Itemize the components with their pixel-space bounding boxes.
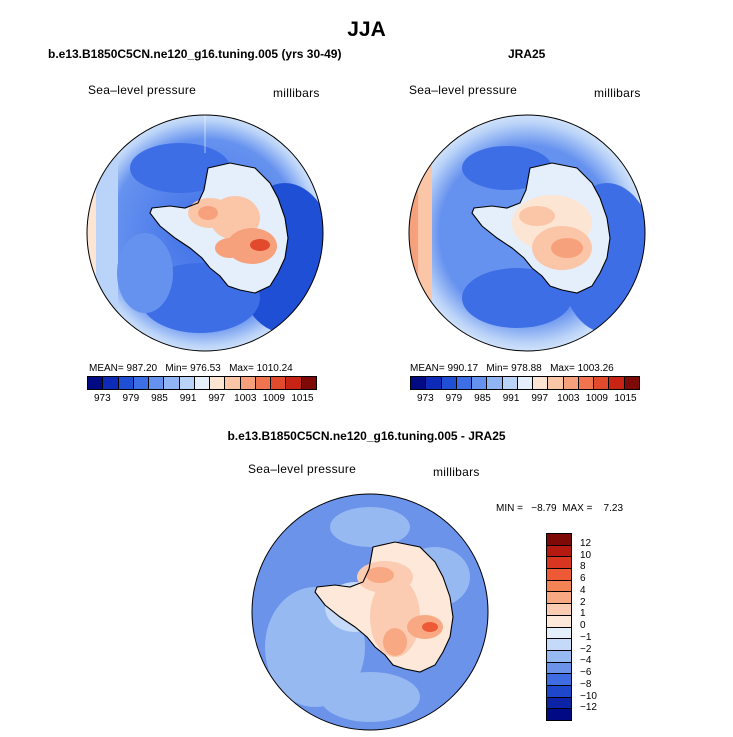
units-label-diff: millibars (433, 465, 480, 479)
colorbar-obs-swatch (487, 377, 503, 389)
colorbar-model-tick-label: 973 (93, 393, 111, 404)
colorbar-diff-swatch (547, 674, 571, 686)
colorbar-diff-tick-label: −6 (580, 667, 592, 678)
colorbar-model-swatch (194, 377, 211, 389)
colorbar-diff-tick-label: 0 (580, 620, 586, 631)
colorbar-obs-swatch (502, 377, 518, 389)
colorbar-model-swatch (240, 377, 256, 389)
colorbar-obs-swatch (426, 377, 442, 389)
colorbar-diff-tick-label: −4 (580, 655, 592, 667)
colorbar-diff-swatch (547, 569, 571, 581)
colorbar-model-swatch (301, 377, 316, 389)
colorbar-model-swatch (149, 377, 165, 389)
colorbar-diff-swatch (547, 534, 571, 546)
colorbar-diff-swatch (547, 592, 571, 605)
colorbar-obs-swatch (594, 377, 610, 389)
colorbar-obs-tick-label: 1003 (557, 393, 580, 404)
panel-title-diff: b.e13.B1850C5CN.ne120_g16.tuning.005 - J… (227, 429, 506, 443)
colorbar-obs-tick-label: 985 (474, 393, 491, 404)
colorbar-ticks-diff: 12 10 8 6 4 2 1 0 −1 −2 −4 −6 −8 −10 −12 (580, 533, 610, 721)
colorbar-diff-tick-label: −1 (580, 631, 592, 643)
colorbar-diff-swatch (547, 580, 571, 593)
colorbar-model-tick-label: 1015 (291, 393, 314, 404)
colorbar-obs-swatch (548, 377, 564, 389)
colorbar-diff-tick-label: −8 (580, 678, 592, 690)
colorbar-model-swatch (179, 377, 195, 389)
colorbar-model-swatch (133, 377, 150, 389)
colorbar-model-swatch (118, 377, 134, 389)
colorbar-model-tick-label: 985 (151, 393, 168, 404)
colorbar-obs (410, 376, 640, 390)
colorbar-diff-tick-label: 10 (580, 549, 592, 561)
colorbar-diff-swatch (547, 709, 571, 720)
colorbar-obs-swatch (472, 377, 488, 389)
colorbar-model-tick-label: 1009 (262, 393, 285, 404)
colorbar-diff-swatch (547, 627, 571, 640)
colorbar-diff-tick-label: 12 (580, 537, 592, 549)
page-title: JJA (347, 18, 386, 41)
colorbar-model-swatch (210, 377, 226, 389)
stats-obs: MEAN= 990.17 Min= 978.88 Max= 1003.26 (410, 363, 614, 374)
variable-label-diff: Sea–level pressure (248, 462, 357, 476)
colorbar-obs-tick-label: 997 (531, 393, 549, 404)
colorbar-diff-swatch (547, 615, 571, 628)
colorbar-diff-swatch (547, 557, 571, 570)
colorbar-obs-swatch (609, 377, 625, 389)
colorbar-model-swatch (271, 377, 287, 389)
polar-map-obs (408, 114, 646, 352)
colorbar-diff-swatch (547, 545, 571, 558)
colorbar-model-swatch (103, 377, 119, 389)
colorbar-diff-tick-label: −10 (580, 690, 597, 702)
colorbar-obs-swatch (563, 377, 579, 389)
colorbar-diff-swatch (547, 685, 571, 698)
colorbar-diff-swatch (547, 697, 571, 710)
colorbar-obs-tick-label: 1009 (585, 393, 608, 404)
colorbar-ticks-obs: 973 979 985 991 997 1003 1009 1015 (411, 393, 640, 404)
colorbar-obs-swatch (456, 377, 473, 389)
stats-diff: MIN = −8.79 MAX = 7.23 (496, 503, 624, 514)
colorbar-model-swatch (286, 377, 302, 389)
colorbar-diff-tick-label: −2 (580, 643, 592, 655)
colorbar-model-tick-label: 979 (122, 393, 140, 404)
colorbar-obs-tick-label: 991 (502, 393, 520, 404)
units-label-obs: millibars (594, 86, 641, 100)
variable-label-obs: Sea–level pressure (409, 83, 518, 97)
colorbar-obs-swatch (411, 377, 427, 389)
colorbar-obs-swatch (441, 377, 457, 389)
colorbar-model-tick-label: 1003 (234, 393, 257, 404)
colorbar-diff-tick-label: 6 (580, 573, 586, 584)
panel-title-obs: JRA25 (508, 47, 546, 61)
colorbar-model (87, 376, 317, 390)
colorbar-model-swatch (225, 377, 241, 389)
colorbar-diff-swatch (547, 650, 571, 663)
colorbar-model-swatch (255, 377, 272, 389)
colorbar-ticks-model: 973 979 985 991 997 1003 1009 1015 (88, 393, 317, 404)
colorbar-diff-swatch (547, 662, 571, 675)
colorbar-diff-tick-label: 4 (580, 584, 586, 596)
colorbar-diff-swatch (547, 604, 571, 616)
polar-map-diff (251, 493, 489, 731)
colorbar-obs-swatch (517, 377, 534, 389)
stats-model: MEAN= 987.20 Min= 976.53 Max= 1010.24 (89, 363, 293, 374)
colorbar-obs-swatch (578, 377, 595, 389)
colorbar-diff-tick-label: 1 (580, 608, 586, 620)
colorbar-model-tick-label: 991 (179, 393, 197, 404)
colorbar-diff-tick-label: 8 (580, 561, 586, 573)
units-label-model: millibars (273, 86, 320, 100)
colorbar-obs-tick-label: 979 (445, 393, 463, 404)
colorbar-model-swatch (164, 377, 180, 389)
colorbar-diff-tick-label: −12 (580, 702, 597, 714)
colorbar-model-swatch (88, 377, 104, 389)
colorbar-diff-tick-label: 2 (580, 596, 586, 608)
variable-label-model: Sea–level pressure (88, 83, 197, 97)
colorbar-obs-tick-label: 1015 (614, 393, 637, 404)
colorbar-diff (546, 533, 572, 721)
colorbar-obs-swatch (533, 377, 549, 389)
colorbar-obs-swatch (624, 377, 639, 389)
polar-map-model (86, 114, 324, 352)
colorbar-model-tick-label: 997 (208, 393, 226, 404)
colorbar-diff-swatch (547, 639, 571, 651)
panel-title-model: b.e13.B1850C5CN.ne120_g16.tuning.005 (yr… (48, 47, 342, 61)
colorbar-obs-tick-label: 973 (416, 393, 434, 404)
